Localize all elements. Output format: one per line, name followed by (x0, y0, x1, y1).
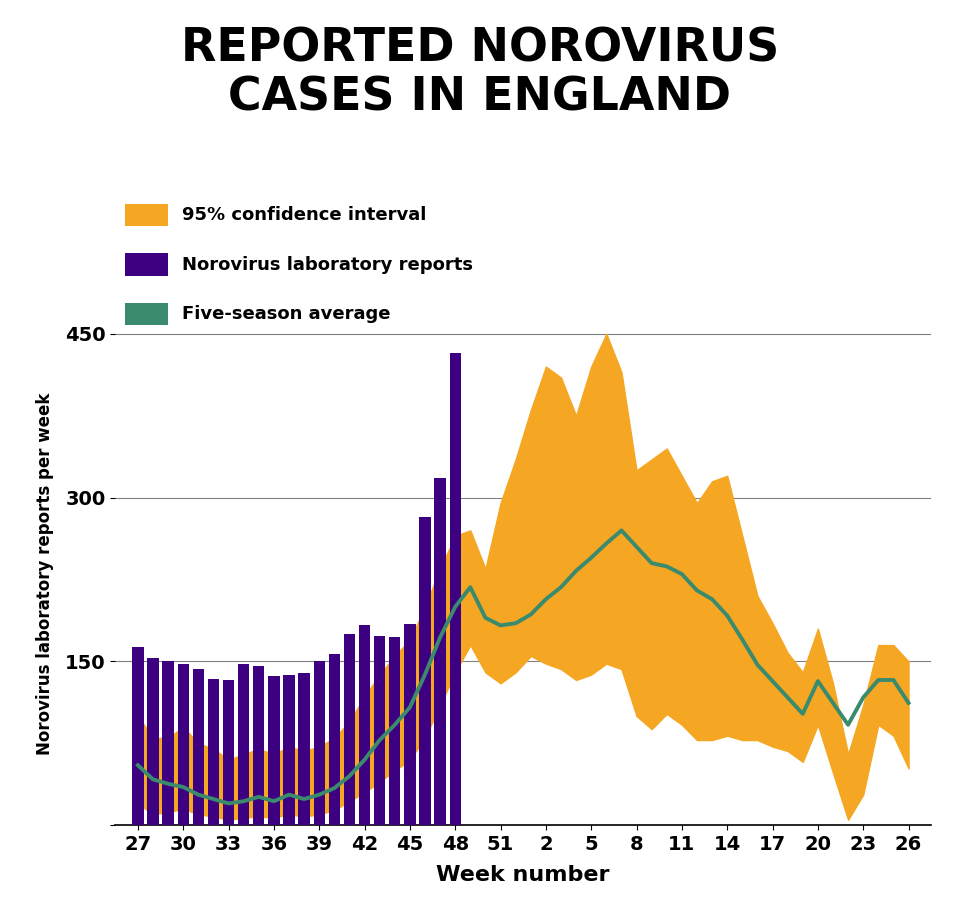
Bar (283, 675, 295, 825)
Bar (299, 674, 310, 825)
Text: 95% confidence interval: 95% confidence interval (182, 206, 427, 224)
Bar (344, 634, 355, 825)
Bar (328, 654, 340, 825)
Bar (207, 679, 219, 825)
Bar (435, 478, 445, 825)
Bar (132, 648, 144, 825)
Bar (223, 680, 234, 825)
X-axis label: Week number: Week number (437, 865, 610, 885)
Text: REPORTED NOROVIRUS
CASES IN ENGLAND: REPORTED NOROVIRUS CASES IN ENGLAND (180, 27, 780, 120)
Y-axis label: Norovirus laboratory reports per week: Norovirus laboratory reports per week (36, 393, 54, 755)
Bar (404, 624, 416, 825)
Bar (238, 664, 250, 825)
Bar (420, 518, 431, 825)
Bar (314, 661, 324, 825)
Bar (359, 625, 371, 825)
Bar (147, 658, 158, 825)
Bar (162, 661, 174, 825)
Bar (178, 664, 189, 825)
Bar (449, 353, 461, 825)
Bar (389, 638, 400, 825)
Bar (374, 636, 385, 825)
Text: Five-season average: Five-season average (182, 305, 391, 323)
Bar (268, 675, 279, 825)
Bar (253, 666, 264, 825)
Text: Norovirus laboratory reports: Norovirus laboratory reports (182, 256, 473, 274)
Bar (193, 669, 204, 825)
